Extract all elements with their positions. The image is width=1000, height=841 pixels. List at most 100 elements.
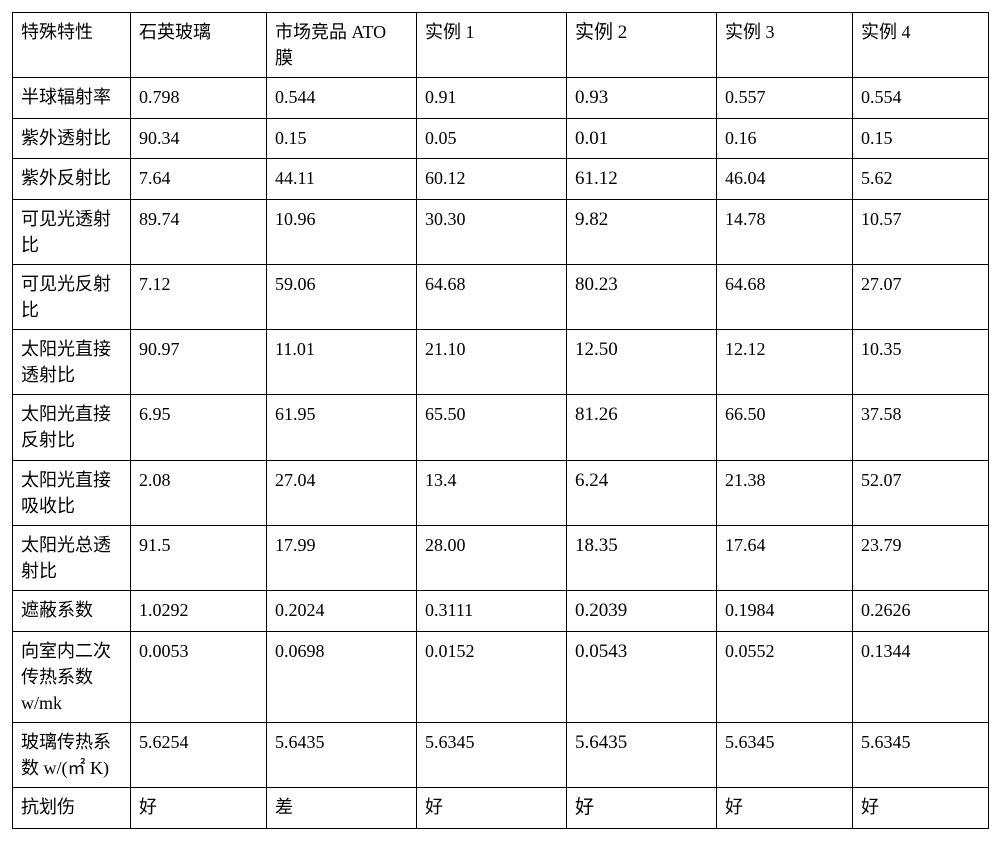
table-cell: 0.01 [567, 118, 717, 159]
table-cell: 18.35 [567, 525, 717, 590]
table-body: 半球辐射率0.7980.5440.910.930.5570.554紫外透射比90… [13, 78, 989, 828]
row-label: 抗划伤 [13, 787, 131, 828]
table-cell: 27.07 [853, 265, 989, 330]
table-cell: 28.00 [417, 525, 567, 590]
table-cell: 7.64 [131, 159, 267, 200]
table-cell: 2.08 [131, 460, 267, 525]
table-cell: 10.57 [853, 199, 989, 264]
table-cell: 90.34 [131, 118, 267, 159]
table-cell: 0.544 [267, 78, 417, 119]
table-cell: 64.68 [417, 265, 567, 330]
col-header: 石英玻璃 [131, 13, 267, 78]
row-label: 太阳光直接透射比 [13, 330, 131, 395]
table-cell: 0.1984 [717, 590, 853, 631]
table-cell: 12.50 [567, 330, 717, 395]
table-cell: 好 [417, 787, 567, 828]
row-label: 太阳光总透射比 [13, 525, 131, 590]
table-cell: 37.58 [853, 395, 989, 460]
table-cell: 好 [131, 787, 267, 828]
table-cell: 10.96 [267, 199, 417, 264]
table-cell: 0.0053 [131, 631, 267, 722]
row-label: 太阳光直接反射比 [13, 395, 131, 460]
table-cell: 13.4 [417, 460, 567, 525]
table-cell: 90.97 [131, 330, 267, 395]
table-cell: 5.6345 [417, 722, 567, 787]
table-cell: 89.74 [131, 199, 267, 264]
table-row: 太阳光总透射比91.517.9928.0018.3517.6423.79 [13, 525, 989, 590]
table-cell: 14.78 [717, 199, 853, 264]
table-cell: 6.95 [131, 395, 267, 460]
table-cell: 61.12 [567, 159, 717, 200]
table-cell: 46.04 [717, 159, 853, 200]
table-cell: 0.2626 [853, 590, 989, 631]
table-cell: 5.62 [853, 159, 989, 200]
table-row: 紫外反射比7.6444.1160.1261.1246.045.62 [13, 159, 989, 200]
table-cell: 0.0552 [717, 631, 853, 722]
table-row: 太阳光直接透射比90.9711.0121.1012.5012.1210.35 [13, 330, 989, 395]
table-cell: 6.24 [567, 460, 717, 525]
table-cell: 0.91 [417, 78, 567, 119]
table-cell: 0.15 [267, 118, 417, 159]
table-cell: 44.11 [267, 159, 417, 200]
table-cell: 0.0543 [567, 631, 717, 722]
table-cell: 81.26 [567, 395, 717, 460]
table-cell: 80.23 [567, 265, 717, 330]
table-row: 紫外透射比90.340.150.050.010.160.15 [13, 118, 989, 159]
col-header: 特殊特性 [13, 13, 131, 78]
table-cell: 0.1344 [853, 631, 989, 722]
table-header-row: 特殊特性 石英玻璃 市场竞品 ATO 膜 实例 1 实例 2 实例 3 实例 4 [13, 13, 989, 78]
table-cell: 0.05 [417, 118, 567, 159]
table-cell: 5.6345 [853, 722, 989, 787]
table-cell: 5.6254 [131, 722, 267, 787]
table-cell: 好 [853, 787, 989, 828]
table-row: 遮蔽系数1.02920.20240.31110.20390.19840.2626 [13, 590, 989, 631]
table-row: 半球辐射率0.7980.5440.910.930.5570.554 [13, 78, 989, 119]
row-label: 可见光透射比 [13, 199, 131, 264]
table-cell: 52.07 [853, 460, 989, 525]
table-cell: 0.554 [853, 78, 989, 119]
col-header: 实例 4 [853, 13, 989, 78]
row-label: 向室内二次传热系数 w/mk [13, 631, 131, 722]
table-cell: 0.93 [567, 78, 717, 119]
table-row: 太阳光直接吸收比2.0827.0413.46.2421.3852.07 [13, 460, 989, 525]
table-cell: 0.3111 [417, 590, 567, 631]
table-cell: 0.557 [717, 78, 853, 119]
table-cell: 0.16 [717, 118, 853, 159]
table-cell: 91.5 [131, 525, 267, 590]
table-row: 可见光反射比7.1259.0664.6880.2364.6827.07 [13, 265, 989, 330]
table-cell: 0.2024 [267, 590, 417, 631]
table-cell: 5.6435 [267, 722, 417, 787]
row-label: 玻璃传热系数 w/(㎡ K) [13, 722, 131, 787]
table-cell: 5.6435 [567, 722, 717, 787]
table-row: 太阳光直接反射比6.9561.9565.5081.2666.5037.58 [13, 395, 989, 460]
col-header: 市场竞品 ATO 膜 [267, 13, 417, 78]
row-label: 遮蔽系数 [13, 590, 131, 631]
col-header: 实例 3 [717, 13, 853, 78]
table-cell: 1.0292 [131, 590, 267, 631]
table-cell: 0.0152 [417, 631, 567, 722]
table-cell: 65.50 [417, 395, 567, 460]
col-header: 实例 2 [567, 13, 717, 78]
table-row: 抗划伤好差好好好好 [13, 787, 989, 828]
table-row: 向室内二次传热系数 w/mk0.00530.06980.01520.05430.… [13, 631, 989, 722]
row-label: 可见光反射比 [13, 265, 131, 330]
table-cell: 好 [567, 787, 717, 828]
table-cell: 17.64 [717, 525, 853, 590]
table-cell: 0.15 [853, 118, 989, 159]
table-row: 可见光透射比89.7410.9630.309.8214.7810.57 [13, 199, 989, 264]
table-cell: 12.12 [717, 330, 853, 395]
table-cell: 0.798 [131, 78, 267, 119]
table-cell: 21.38 [717, 460, 853, 525]
table-cell: 61.95 [267, 395, 417, 460]
table-cell: 60.12 [417, 159, 567, 200]
row-label: 紫外透射比 [13, 118, 131, 159]
table-cell: 30.30 [417, 199, 567, 264]
table-cell: 5.6345 [717, 722, 853, 787]
table-cell: 66.50 [717, 395, 853, 460]
table-cell: 差 [267, 787, 417, 828]
table-cell: 23.79 [853, 525, 989, 590]
table-cell: 7.12 [131, 265, 267, 330]
row-label: 太阳光直接吸收比 [13, 460, 131, 525]
table-cell: 11.01 [267, 330, 417, 395]
table-cell: 59.06 [267, 265, 417, 330]
